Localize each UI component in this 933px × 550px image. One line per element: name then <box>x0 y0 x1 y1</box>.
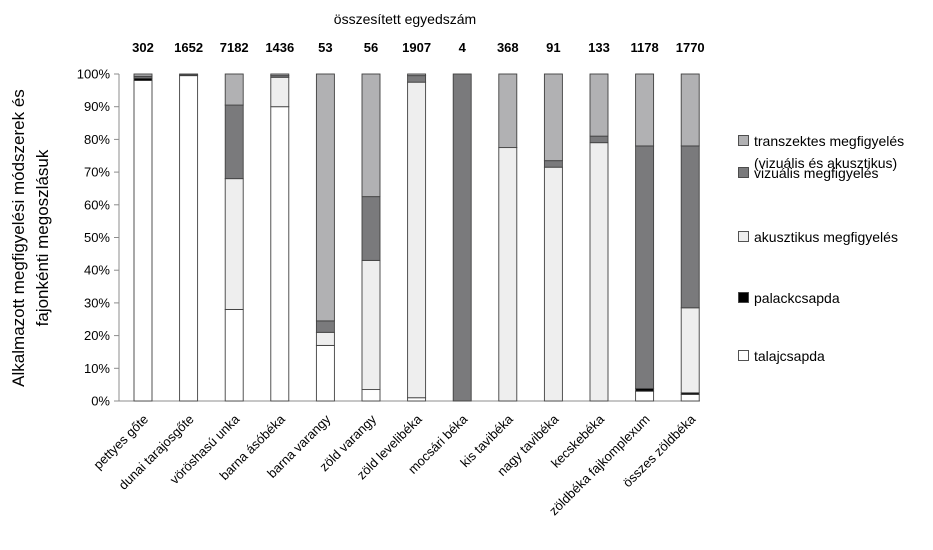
bar-segment <box>270 73 290 77</box>
y-tick-label: 10% <box>84 361 110 376</box>
legend-label: (vizuális és akusztikus) <box>754 155 897 171</box>
y-tick-label: 20% <box>84 328 110 343</box>
bar-segment <box>407 397 427 402</box>
bar-segment <box>224 73 244 106</box>
bar-segment <box>452 73 472 402</box>
bar-segment <box>270 76 290 108</box>
legend-label: vizuális megfigyelés <box>754 165 879 181</box>
y-axis-title-line1: Alkalmazott megfigyelési módszerek és <box>9 89 28 387</box>
legend: transzektes megfigyelés (vizuális és akus… <box>738 133 904 364</box>
y-tick-label: 90% <box>84 99 110 114</box>
legend-swatch <box>738 167 749 178</box>
bar-segment <box>589 135 609 144</box>
bar-segment <box>635 390 655 402</box>
bar-segment <box>407 75 427 83</box>
bar-segment <box>543 73 563 162</box>
bar-segment <box>680 394 700 402</box>
bar-segment <box>224 308 244 402</box>
bar-segment <box>498 73 518 149</box>
legend-swatch <box>738 292 749 303</box>
legend-swatch <box>738 231 749 242</box>
legend-label: talajcsapda <box>754 348 825 364</box>
count-label: 302 <box>132 40 154 55</box>
bar-segment <box>133 80 153 402</box>
bar-segment <box>680 145 700 309</box>
legend-swatch <box>738 350 749 361</box>
bar-segment <box>407 81 427 399</box>
count-label: 1907 <box>402 40 431 55</box>
bar-segment <box>315 331 335 346</box>
y-tick-label: 100% <box>77 67 111 82</box>
bar-segment <box>361 73 381 198</box>
y-tick-label: 30% <box>84 295 110 310</box>
count-label: 56 <box>364 40 378 55</box>
y-tick-label: 70% <box>84 165 110 180</box>
bar-segment <box>270 106 290 402</box>
count-label: 133 <box>588 40 610 55</box>
bar-segment <box>361 259 381 391</box>
legend-label: transzektes megfigyelés <box>754 133 904 149</box>
bar-segment <box>498 147 518 402</box>
count-label: 1652 <box>174 40 203 55</box>
count-label: 1178 <box>630 40 658 55</box>
legend-label: akusztikus megfigyelés <box>754 229 898 245</box>
bar-segment <box>589 73 609 137</box>
y-axis-title-line2: fajonkénti megoszlásuk <box>33 149 52 326</box>
y-tick-label: 40% <box>84 263 110 278</box>
count-label: 368 <box>497 40 519 55</box>
y-tick-label: 0% <box>91 394 110 409</box>
bar-segment <box>361 389 381 402</box>
y-tick-label: 80% <box>84 132 110 147</box>
bar-segment <box>680 307 700 394</box>
bar-segment <box>224 178 244 310</box>
legend-label: palackcsapda <box>754 290 840 306</box>
bar-segment <box>315 344 335 402</box>
bar-segment <box>179 75 199 402</box>
count-label: 1436 <box>265 40 294 55</box>
y-tick-label: 50% <box>84 230 110 245</box>
bar-segment <box>543 160 563 168</box>
count-label: 53 <box>318 40 332 55</box>
bar-segment <box>589 142 609 402</box>
bar-segment <box>680 73 700 147</box>
bar-segment <box>315 73 335 322</box>
count-label: 1770 <box>676 40 705 55</box>
count-label: 4 <box>459 40 467 55</box>
bar-segment <box>179 73 199 76</box>
count-label: 7182 <box>220 40 249 55</box>
legend-swatch <box>738 135 749 146</box>
bar-segment <box>315 320 335 333</box>
plot-area: 0%10%20%30%40%50%60%70%80%90%100%302pett… <box>77 40 705 518</box>
bar-segment <box>543 166 563 402</box>
bar-segment <box>635 145 655 390</box>
bar-segment <box>635 73 655 147</box>
y-tick-label: 60% <box>84 197 110 212</box>
bar-segment <box>407 73 427 77</box>
bar-segment <box>361 196 381 261</box>
count-label: 91 <box>546 40 560 55</box>
top-title: összesített egyedszám <box>334 11 476 27</box>
bar-segment <box>224 104 244 180</box>
bar-segment <box>133 73 153 77</box>
